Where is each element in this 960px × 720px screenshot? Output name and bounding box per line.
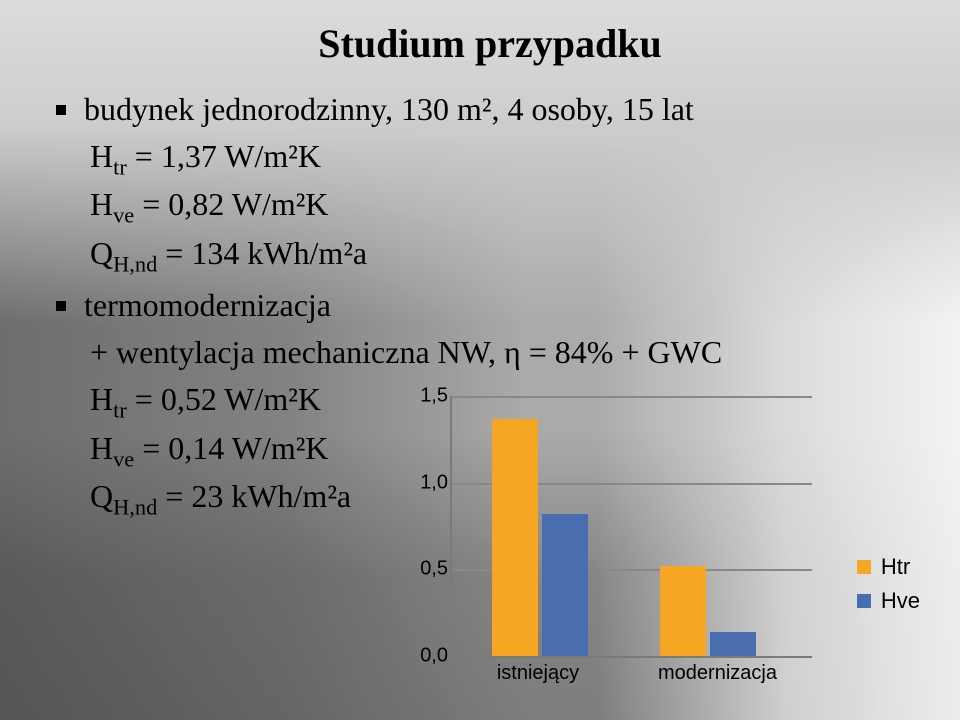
chart-legend: Htr Hve (857, 546, 920, 622)
bullet-text: + wentylacja mechaniczna NW, η = 84% + G… (90, 334, 722, 371)
chart-bar (660, 566, 706, 656)
chart-ytick: 1,0 (408, 471, 448, 494)
bullet-text: budynek jednorodzinny, 130 m², 4 osoby, … (84, 91, 694, 128)
legend-swatch (857, 594, 871, 608)
bar-chart: 0,00,51,01,5 istniejącymodernizacja HtrH… (400, 396, 920, 696)
list-item: + wentylacja mechaniczna NW, η = 84% + G… (90, 334, 930, 371)
param-htr-before: Htr = 1,37 W/m²K (90, 138, 930, 180)
legend-label: Htr (881, 554, 910, 580)
chart-xtick: istniejący (490, 662, 586, 685)
chart-ytick: 1,5 (408, 385, 448, 408)
chart-bar (542, 514, 588, 656)
legend-item: Hve (857, 588, 920, 614)
bullet-icon (56, 105, 66, 115)
legend-swatch (857, 560, 871, 574)
list-item: termomodernizacja (56, 287, 930, 324)
chart-xtick: modernizacja (658, 662, 754, 685)
bullet-icon (56, 301, 66, 311)
bullet-text: termomodernizacja (84, 287, 331, 324)
page-title: Studium przypadku (50, 20, 930, 67)
chart-bar (710, 632, 756, 656)
chart-ytick: 0,5 (408, 558, 448, 581)
param-hve-before: Hve = 0,82 W/m²K (90, 186, 930, 228)
chart-ytick: 0,0 (408, 645, 448, 668)
list-item: budynek jednorodzinny, 130 m², 4 osoby, … (56, 91, 930, 128)
param-q-before: QH,nd = 134 kWh/m²a (90, 235, 930, 277)
legend-item: Htr (857, 554, 920, 580)
chart-bar (492, 419, 538, 656)
legend-label: Hve (881, 588, 920, 614)
